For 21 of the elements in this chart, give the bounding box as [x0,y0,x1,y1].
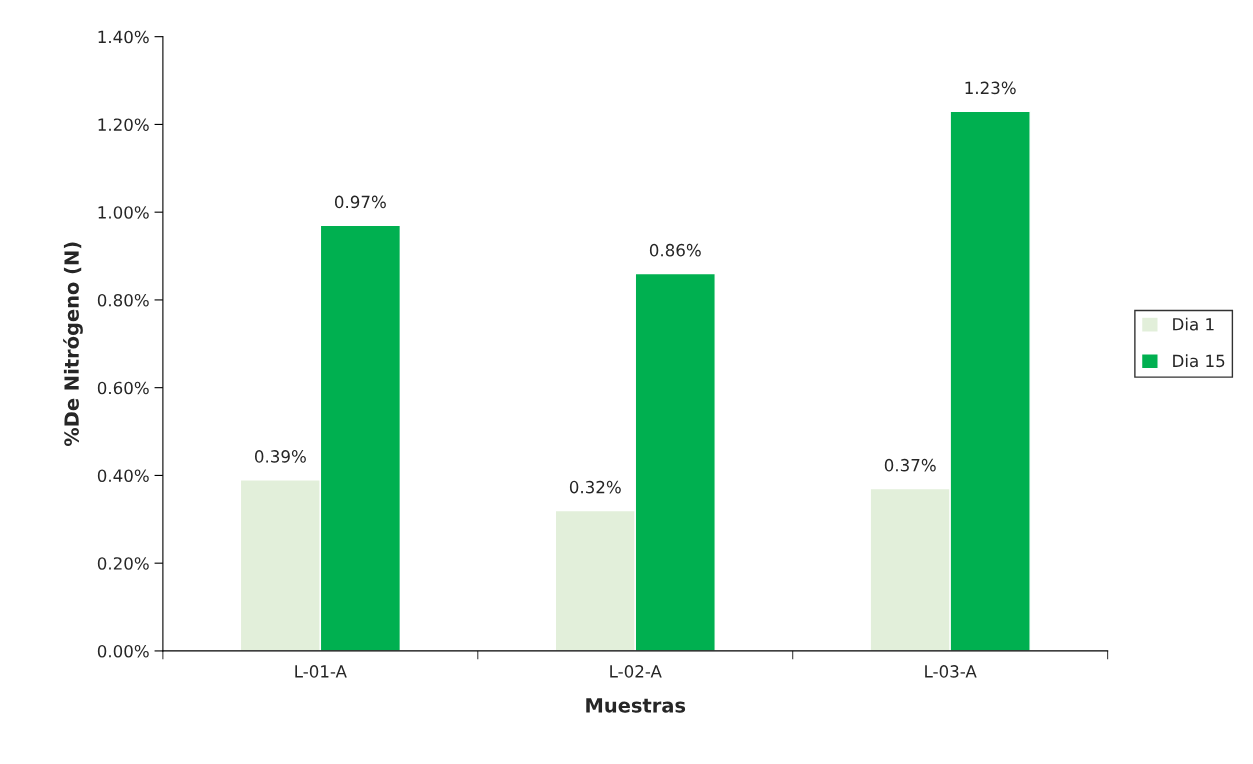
legend-label: Dia 15 [1173,354,1225,368]
y-tick-label: 0.20% [97,557,149,570]
data-label: 0.97% [334,195,386,209]
data-label: 0.37% [884,458,936,472]
data-label: 0.32% [569,480,621,494]
x-tick-label: L-02-A [610,665,662,678]
y-tick-label: 1.40% [98,30,149,44]
y-tick-label: 1.20% [98,118,149,131]
x-tick-label: L-03-A [925,665,977,678]
y-tick-label: 0.80% [97,293,149,307]
y-tick-label: 0.60% [97,381,149,395]
y-tick-label: 1.00% [98,206,149,219]
x-tick-label: L-01-A [295,665,347,678]
data-label: 0.39% [254,450,306,463]
y-axis-title: %De Nitrógeno (N) [63,242,83,447]
y-tick-label: 0.40% [97,469,149,482]
legend-label: Dia 1 [1173,317,1214,331]
x-axis-title: Muestras [586,698,686,713]
y-tick-label: 0.00% [97,644,149,658]
data-label: 1.23% [965,81,1016,95]
data-label: 0.86% [649,243,701,257]
